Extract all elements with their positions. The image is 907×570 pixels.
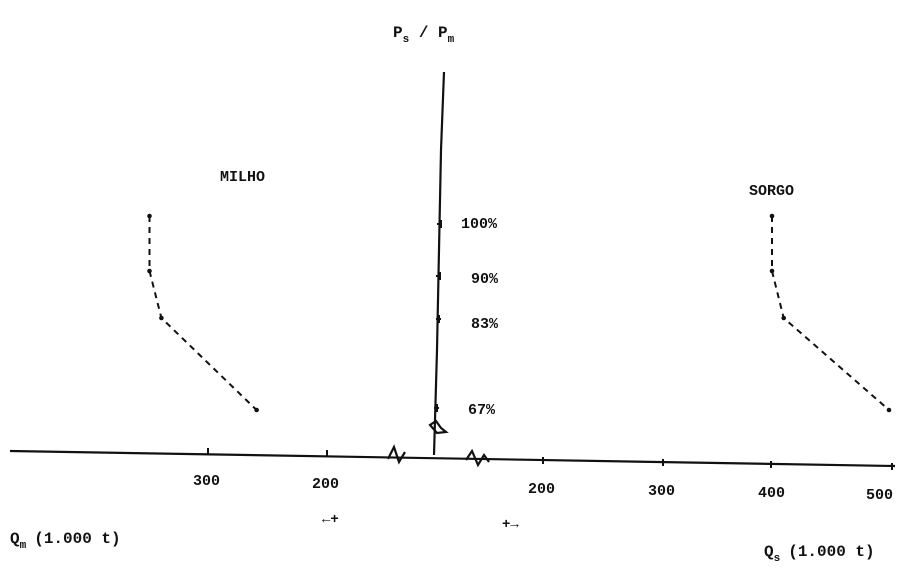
origin-mark — [428, 419, 449, 435]
x-axis-left-label-sub: m — [20, 540, 27, 552]
y-axis-label-main: P — [393, 24, 403, 42]
y-tick-label: 90% — [471, 271, 499, 288]
y-axis-title: Ps / Pm — [393, 24, 455, 46]
y-axis-line — [432, 71, 446, 456]
y-tick-mark — [437, 220, 442, 228]
y-tick-label: 100% — [461, 216, 498, 233]
x-ticks — [207, 448, 893, 470]
data-point — [147, 268, 152, 274]
x-axis-right-direction-arrow: +→ — [502, 517, 519, 533]
y-tick-label: 67% — [468, 402, 496, 419]
data-point — [886, 407, 892, 413]
axis-break-left — [387, 444, 406, 465]
y-tick-mark — [436, 272, 441, 280]
y-axis-label2-main: P — [438, 24, 448, 42]
series-label-sorgo: SORGO — [749, 183, 794, 200]
y-tick-mark — [434, 404, 439, 412]
series-label-milho: MILHO — [220, 169, 265, 186]
data-point — [147, 213, 152, 219]
x-axis-right-unit: (1.000 t) — [788, 543, 874, 561]
x-axis-left-title: Qm (1.000 t) — [10, 530, 121, 552]
data-point — [769, 213, 775, 219]
x-axis-right-title: Qs (1.000 t) — [764, 543, 875, 565]
y-tick-mark — [436, 315, 441, 323]
axis-break-right — [465, 448, 490, 468]
data-point — [769, 268, 775, 274]
x-axis-right-label-main: Q — [764, 543, 774, 561]
y-axis-label-separator: / — [409, 24, 438, 42]
y-axis-label-sub: s — [403, 34, 410, 46]
x-tick-label-right: 200 — [528, 481, 555, 498]
x-axis-left-label-main: Q — [10, 530, 20, 548]
data-point — [254, 407, 259, 413]
x-axis-right-label-sub: s — [774, 553, 781, 565]
x-tick-label-right: 300 — [648, 483, 675, 500]
x-tick-label-right: 500 — [866, 487, 893, 504]
data-point — [781, 315, 786, 321]
x-tick-label-left: 300 — [193, 473, 220, 490]
x-tick-label-left: 200 — [312, 476, 339, 493]
series-line-milho — [148, 216, 258, 411]
data-point — [159, 315, 164, 321]
y-ticks: 100% 90% 83% 67% — [434, 216, 499, 419]
x-axis-left-unit: (1.000 t) — [34, 530, 120, 548]
x-axis-left-direction-arrow: ←+ — [322, 512, 339, 528]
y-tick-label: 83% — [471, 316, 499, 333]
series-line-sorgo — [771, 216, 890, 411]
y-axis-label2-sub: m — [448, 34, 455, 46]
x-tick-label-right: 400 — [758, 485, 785, 502]
x-tick-labels: 300 200 200 300 400 500 — [193, 473, 893, 504]
x-axis-line — [9, 449, 896, 468]
series-layer — [147, 213, 892, 413]
